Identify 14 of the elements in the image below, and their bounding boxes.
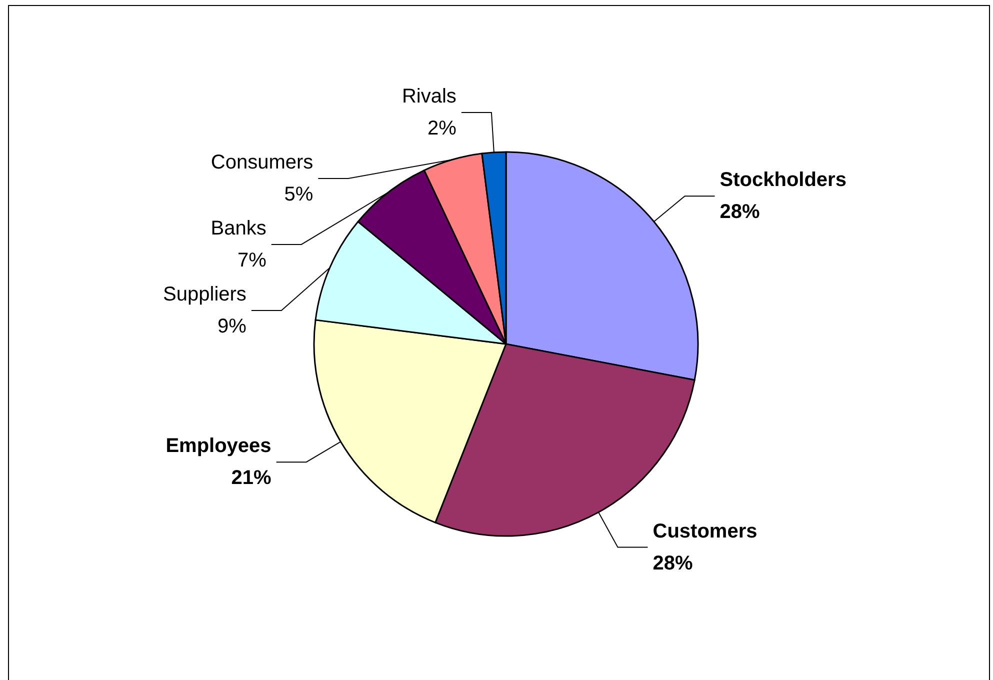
slice-label: Employees <box>166 435 272 458</box>
data-label: 2% <box>428 117 457 140</box>
data-label: 28% <box>652 552 694 574</box>
slice-label: Suppliers <box>163 283 246 306</box>
slice-label: Customers <box>652 520 758 542</box>
slice-label: Rivals <box>402 85 456 108</box>
slice-label: Stockholders <box>720 169 846 192</box>
data-label: 28% <box>720 201 760 224</box>
slice-label: Banks <box>210 217 266 240</box>
slice-label: Consumers <box>210 151 314 174</box>
data-label: 9% <box>218 315 247 338</box>
data-label: 5% <box>284 183 314 206</box>
data-label: 7% <box>237 249 267 272</box>
data-label: 21% <box>231 467 272 490</box>
